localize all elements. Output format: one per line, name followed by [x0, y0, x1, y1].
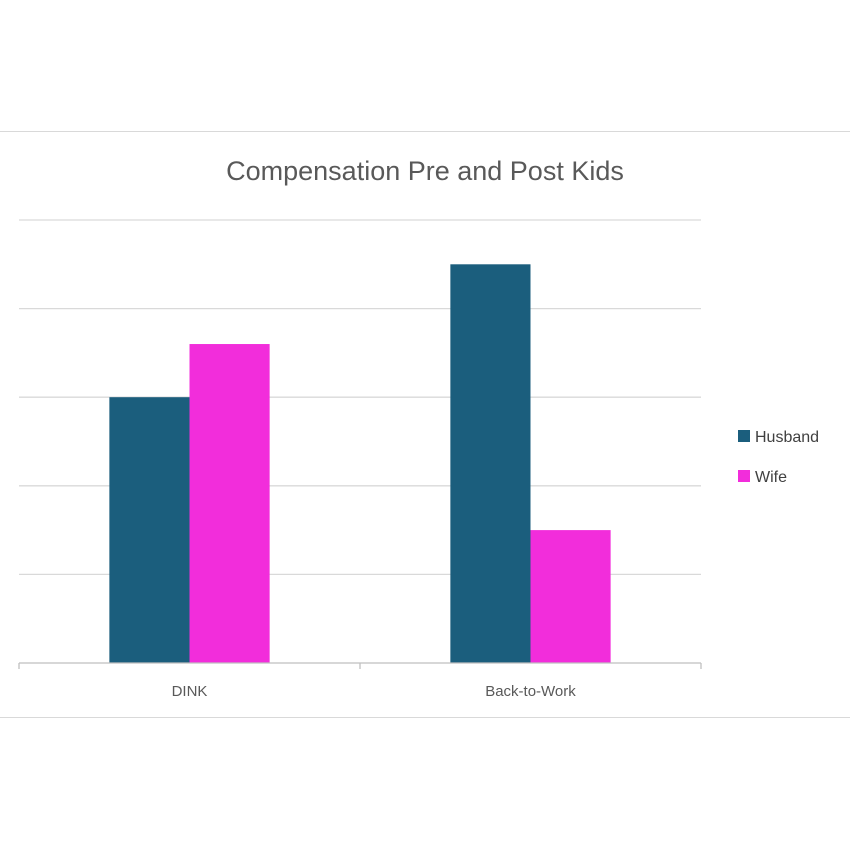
- bar-husband-back-to-work: [450, 264, 531, 663]
- bars: [109, 264, 611, 663]
- x-tick-label: Back-to-Work: [485, 683, 576, 700]
- bar-wife-dink: [189, 344, 270, 663]
- legend-label-husband: Husband: [755, 429, 819, 446]
- bar-husband-dink: [109, 397, 190, 663]
- legend-swatch-wife: [738, 470, 750, 482]
- chart-frame: [0, 131, 850, 718]
- x-tick-label: DINK: [172, 683, 208, 700]
- legend-swatch-husband: [738, 430, 750, 442]
- legend-label-wife: Wife: [755, 469, 787, 486]
- legend: Husband Wife: [738, 429, 819, 486]
- chart-title: Compensation Pre and Post Kids: [226, 156, 624, 186]
- bar-wife-back-to-work: [530, 530, 611, 663]
- x-axis: DINK Back-to-Work: [18, 662, 702, 700]
